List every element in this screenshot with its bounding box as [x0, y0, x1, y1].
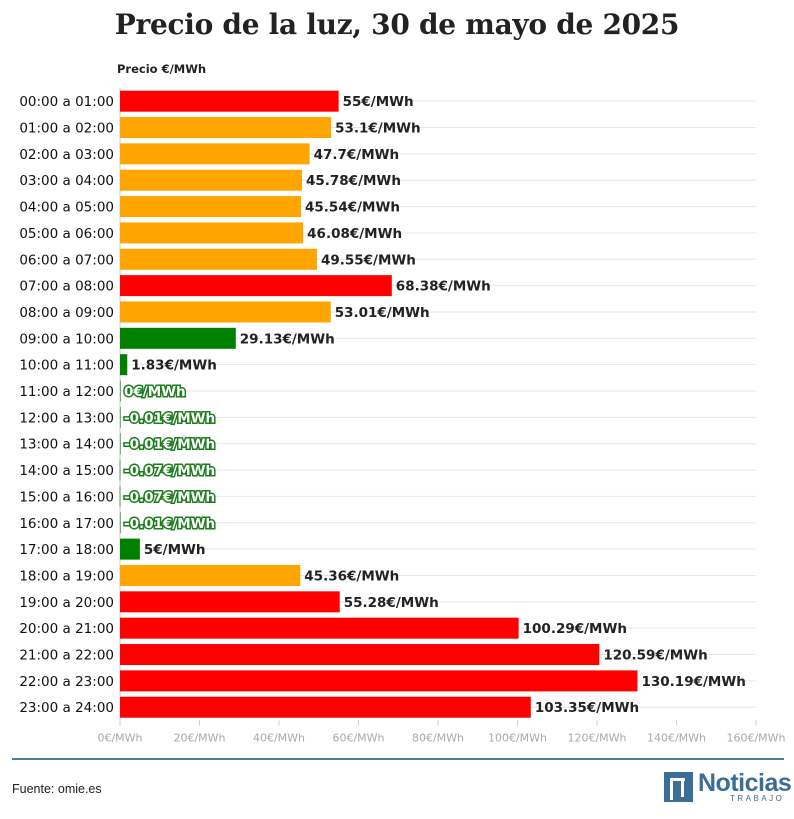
value-label: 53.1€/MWh: [335, 121, 421, 137]
value-label: 45.36€/MWh: [304, 568, 399, 584]
row-label: 06:00 a 07:00: [19, 252, 114, 268]
row-label: 13:00 a 14:00: [19, 437, 114, 453]
bar[interactable]: [120, 670, 638, 692]
row-label: 12:00 a 13:00: [19, 410, 114, 426]
bar[interactable]: [120, 275, 392, 297]
value-label: 53.01€/MWh: [335, 305, 430, 321]
value-label: 45.54€/MWh: [305, 200, 400, 216]
value-label: 45.78€/MWh: [306, 173, 401, 189]
value-label: 55.28€/MWh: [344, 595, 439, 611]
value-label: 100.29€/MWh: [523, 621, 627, 637]
footer-divider: [12, 758, 784, 760]
bar[interactable]: [120, 564, 301, 586]
value-label: -0.01€/MWh: [124, 437, 215, 453]
bar[interactable]: [120, 644, 600, 666]
row-label: 16:00 a 17:00: [19, 516, 114, 532]
row-label: 21:00 a 22:00: [19, 648, 114, 664]
row-label: 17:00 a 18:00: [19, 542, 114, 558]
bar[interactable]: [120, 143, 310, 165]
value-label: -0.01€/MWh: [124, 410, 215, 426]
bar[interactable]: [119, 512, 121, 534]
bar[interactable]: [119, 459, 121, 481]
value-label: -0.01€/MWh: [124, 516, 215, 532]
bar[interactable]: [120, 196, 302, 218]
tick-label: 60€/MWh: [332, 731, 384, 744]
row-label: 18:00 a 19:00: [19, 568, 114, 584]
value-label: 47.7€/MWh: [314, 147, 400, 163]
bar[interactable]: [120, 169, 302, 191]
tick-label: 120€/MWh: [567, 731, 626, 744]
bar[interactable]: [120, 327, 236, 349]
logo-subtitle: TRABAJO: [730, 794, 785, 803]
value-label: -0.07€/MWh: [124, 489, 215, 505]
row-label: 05:00 a 06:00: [19, 226, 114, 242]
row-label: 15:00 a 16:00: [19, 489, 114, 505]
row-label: 23:00 a 24:00: [19, 700, 114, 716]
tick-label: 0€/MWh: [97, 731, 142, 744]
value-label: 29.13€/MWh: [240, 331, 335, 347]
row-label: 14:00 a 15:00: [19, 463, 114, 479]
row-label: 19:00 a 20:00: [19, 595, 114, 611]
tick-label: 140€/MWh: [647, 731, 706, 744]
tick-label: 80€/MWh: [412, 731, 464, 744]
row-label: 00:00 a 01:00: [19, 94, 114, 110]
bar[interactable]: [120, 538, 140, 560]
bar[interactable]: [120, 117, 332, 139]
bar[interactable]: [120, 301, 331, 323]
bar[interactable]: [120, 90, 339, 112]
bar[interactable]: [120, 591, 340, 613]
row-label: 04:00 a 05:00: [19, 200, 114, 216]
logo-n-icon: [664, 772, 693, 802]
value-label: 55€/MWh: [343, 94, 414, 110]
row-label: 11:00 a 12:00: [19, 384, 114, 400]
value-label: 49.55€/MWh: [321, 252, 416, 268]
value-label: 120.59€/MWh: [603, 648, 707, 664]
tick-label: 160€/MWh: [726, 731, 785, 744]
value-labels: 55€/MWh 53.1€/MWh 47.7€/MWh 45.78€/MWh 45.54…: [123, 94, 746, 716]
bar[interactable]: [119, 406, 121, 428]
row-label: 02:00 a 03:00: [19, 147, 114, 163]
bar[interactable]: [120, 354, 128, 376]
y-axis-title: Precio €/MWh: [117, 62, 206, 76]
bar[interactable]: [120, 248, 317, 270]
tick-label: 40€/MWh: [253, 731, 305, 744]
source-note: Fuente: omie.es: [12, 782, 102, 796]
row-label: 22:00 a 23:00: [19, 674, 114, 690]
row-label: 07:00 a 08:00: [19, 279, 114, 295]
value-label: 46.08€/MWh: [307, 226, 402, 242]
bar[interactable]: [120, 222, 304, 244]
row-label: 03:00 a 04:00: [19, 173, 114, 189]
value-label: -0.07€/MWh: [124, 463, 215, 479]
value-label: 130.19€/MWh: [642, 674, 746, 690]
noticias-trabajo-logo[interactable]: Noticias TRABAJO: [664, 769, 792, 803]
row-label: 09:00 a 10:00: [19, 331, 114, 347]
value-label: 5€/MWh: [144, 542, 206, 558]
bar[interactable]: [119, 485, 121, 507]
row-label: 10:00 a 11:00: [19, 358, 114, 374]
value-label: 0€/MWh: [124, 384, 186, 400]
row-label: 08:00 a 09:00: [19, 305, 114, 321]
tick-label: 20€/MWh: [173, 731, 225, 744]
bar[interactable]: [120, 380, 121, 402]
bars: [119, 90, 638, 718]
tick-label: 100€/MWh: [488, 731, 547, 744]
x-axis-ticks: 0€/MWh 20€/MWh 40€/MWh 60€/MWh 80€/MWh 100€/M…: [97, 731, 785, 744]
row-label: 20:00 a 21:00: [19, 621, 114, 637]
bar[interactable]: [120, 617, 519, 639]
row-label: 01:00 a 02:00: [19, 121, 114, 137]
value-label: 103.35€/MWh: [535, 700, 639, 716]
value-label: 68.38€/MWh: [396, 279, 491, 295]
logo-word: Noticias: [698, 769, 792, 797]
bar[interactable]: [120, 696, 531, 718]
row-labels: 00:00 a 01:00 01:00 a 02:00 02:00 a 03:00 0…: [19, 94, 114, 716]
chart-title: Precio de la luz, 30 de mayo de 2025: [114, 8, 680, 41]
bar[interactable]: [119, 433, 121, 455]
value-label: 1.83€/MWh: [131, 358, 217, 374]
